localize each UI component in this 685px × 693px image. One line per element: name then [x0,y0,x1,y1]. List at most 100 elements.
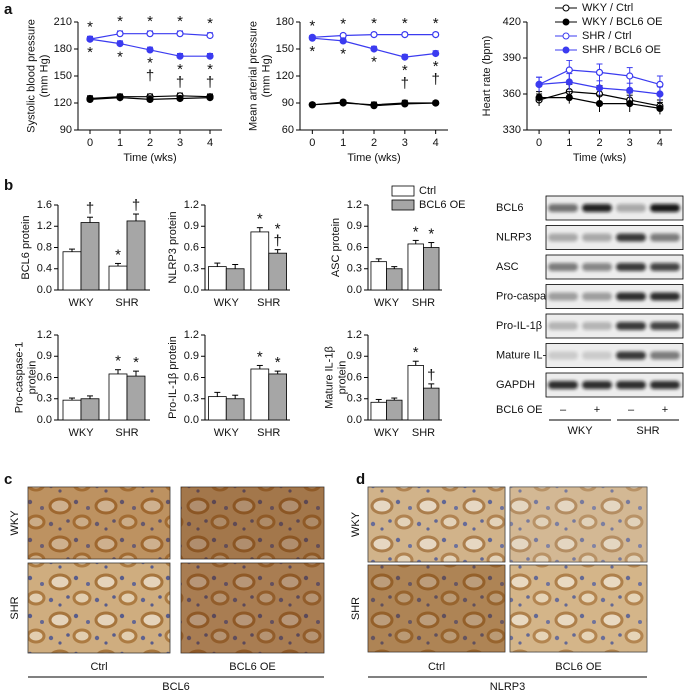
annotation: * [275,354,281,371]
y-tick-label: 120 [54,97,72,109]
data-point [370,102,378,110]
blot-band [548,263,578,271]
y-tick-label: 0.6 [347,241,362,253]
y-tick-label: 120 [276,70,294,82]
stain-tint [181,563,324,653]
blot-row-label: Pro-IL-1β [496,320,542,332]
annotation: * [413,344,419,361]
x-tick-label: WKY [374,297,400,309]
bar [268,252,288,291]
y-axis-label: Mature IL-1β [323,346,335,409]
blot-row-label: ASC [496,261,519,273]
blot-band [582,351,612,360]
y-tick-label: 0.3 [184,263,199,275]
bar [407,243,424,291]
y-tick-label: 0.9 [37,350,52,362]
annotation: † [176,74,184,91]
blot-band [650,381,680,389]
x-tick-label: 3 [177,137,183,149]
x-tick-label: 3 [627,137,633,149]
stain-tint [510,565,647,652]
annotation: † [431,71,439,88]
y-tick-label: 210 [54,16,72,28]
y-axis-label: Systolic blood pressure [25,19,37,133]
blot-band [582,322,612,330]
micrograph [27,486,171,560]
x-tick-label: 2 [371,137,377,149]
stain-tint [368,487,505,562]
bar [250,368,270,421]
panel-label: c [4,471,12,488]
blot-band [582,292,612,301]
data-point [656,104,664,113]
y-tick-label: 0.6 [184,371,199,383]
y-tick-label: 60 [282,124,294,136]
data-point [370,30,378,39]
data-point [401,100,409,108]
data-point [308,34,316,42]
legend-marker [562,4,570,12]
bar [268,373,288,421]
data-point [595,68,604,77]
data-point [146,95,154,104]
annotation: † [206,74,214,91]
y-tick-label: 180 [276,16,294,28]
y-tick-label: 0.0 [347,414,362,426]
bar [126,220,146,291]
blot-band [548,381,578,389]
data-point [595,84,604,92]
annotation: * [428,226,434,243]
y-tick-label: 1.2 [184,199,199,211]
bar [386,399,403,421]
annotation: * [402,15,408,32]
column-label: Ctrl [90,661,107,673]
y-axis-label: (mm Hg) [38,55,50,98]
data-point [432,99,440,107]
x-tick-label: SHR [257,427,280,439]
y-axis-label: Pro-caspase-1 [13,342,25,414]
data-point [565,66,573,74]
blot-band [616,351,646,360]
data-point [565,78,573,86]
x-tick-label: SHR [115,427,138,439]
bar [207,396,227,421]
panel-label: d [356,471,365,488]
blot-band [582,233,612,242]
blot-band [548,292,578,301]
annotation: * [207,61,213,78]
data-point [370,45,378,53]
stain-label: BCL6 [162,681,190,693]
y-axis-label: protein [26,361,38,395]
y-tick-label: 150 [54,70,72,82]
data-point [626,99,634,108]
annotation: * [177,61,183,78]
blot-band [616,233,646,242]
stain-tint [510,487,647,562]
bar [423,247,440,291]
micrograph [367,564,506,653]
blot-band [582,381,612,389]
y-tick-label: 0.8 [37,241,52,253]
data-point [308,101,316,109]
blot-lane-label: – [560,404,567,416]
micrograph [180,562,325,654]
data-point [116,39,124,48]
data-point [146,46,154,54]
y-tick-label: 0.3 [347,263,362,275]
bar [108,373,128,421]
data-point [206,93,214,102]
panel-label: b [4,177,13,194]
annotation: * [117,13,123,30]
annotation: † [132,197,140,214]
y-tick-label: 0.0 [347,284,362,296]
annotation: * [133,354,139,371]
bar [80,398,100,421]
data-point [626,86,634,95]
data-point [176,52,184,60]
annotation: * [115,246,121,263]
x-tick-label: 0 [87,137,93,149]
blot-band [650,233,680,242]
y-axis-label: Mean arterial pressure [247,21,259,131]
row-label: WKY [350,511,362,537]
y-tick-label: 0.9 [347,350,362,362]
